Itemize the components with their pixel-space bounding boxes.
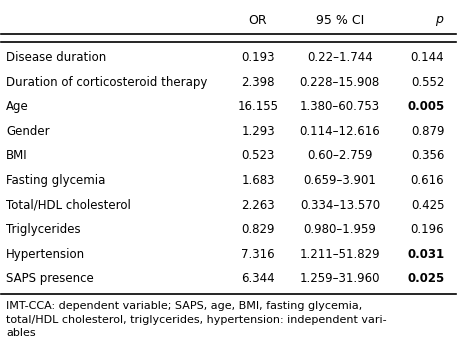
Text: 0.031: 0.031 xyxy=(407,248,444,261)
Text: Disease duration: Disease duration xyxy=(6,51,106,64)
Text: 0.005: 0.005 xyxy=(407,100,444,113)
Text: 0.228–15.908: 0.228–15.908 xyxy=(300,76,380,89)
Text: 0.144: 0.144 xyxy=(410,51,444,64)
Text: 1.211–51.829: 1.211–51.829 xyxy=(300,248,380,261)
Text: $p$: $p$ xyxy=(435,14,444,28)
Text: 0.425: 0.425 xyxy=(411,199,444,211)
Text: 0.980–1.959: 0.980–1.959 xyxy=(303,223,376,236)
Text: 1.259–31.960: 1.259–31.960 xyxy=(300,272,380,285)
Text: Duration of corticosteroid therapy: Duration of corticosteroid therapy xyxy=(6,76,207,89)
Text: 95 % CI: 95 % CI xyxy=(316,14,364,27)
Text: 0.356: 0.356 xyxy=(411,150,444,163)
Text: 0.193: 0.193 xyxy=(241,51,275,64)
Text: 0.523: 0.523 xyxy=(241,150,275,163)
Text: 6.344: 6.344 xyxy=(241,272,275,285)
Text: 0.659–3.901: 0.659–3.901 xyxy=(303,174,376,187)
Text: Total/HDL cholesterol: Total/HDL cholesterol xyxy=(6,199,131,211)
Text: 0.025: 0.025 xyxy=(407,272,444,285)
Text: Hypertension: Hypertension xyxy=(6,248,85,261)
Text: 0.879: 0.879 xyxy=(411,125,444,138)
Text: BMI: BMI xyxy=(6,150,27,163)
Text: 0.22–1.744: 0.22–1.744 xyxy=(307,51,373,64)
Text: 16.155: 16.155 xyxy=(237,100,279,113)
Text: 0.552: 0.552 xyxy=(411,76,444,89)
Text: 7.316: 7.316 xyxy=(241,248,275,261)
Text: IMT-CCA: dependent variable; SAPS, age, BMI, fasting glycemia,
total/HDL cholest: IMT-CCA: dependent variable; SAPS, age, … xyxy=(6,301,387,338)
Text: SAPS presence: SAPS presence xyxy=(6,272,94,285)
Text: 2.398: 2.398 xyxy=(241,76,275,89)
Text: Gender: Gender xyxy=(6,125,50,138)
Text: Triglycerides: Triglycerides xyxy=(6,223,81,236)
Text: 0.334–13.570: 0.334–13.570 xyxy=(300,199,380,211)
Text: 0.60–2.759: 0.60–2.759 xyxy=(307,150,373,163)
Text: 1.380–60.753: 1.380–60.753 xyxy=(300,100,380,113)
Text: 0.114–12.616: 0.114–12.616 xyxy=(300,125,380,138)
Text: 1.293: 1.293 xyxy=(241,125,275,138)
Text: 1.683: 1.683 xyxy=(241,174,275,187)
Text: 0.616: 0.616 xyxy=(410,174,444,187)
Text: 2.263: 2.263 xyxy=(241,199,275,211)
Text: 0.829: 0.829 xyxy=(241,223,275,236)
Text: 0.196: 0.196 xyxy=(410,223,444,236)
Text: Fasting glycemia: Fasting glycemia xyxy=(6,174,105,187)
Text: OR: OR xyxy=(249,14,267,27)
Text: Age: Age xyxy=(6,100,29,113)
